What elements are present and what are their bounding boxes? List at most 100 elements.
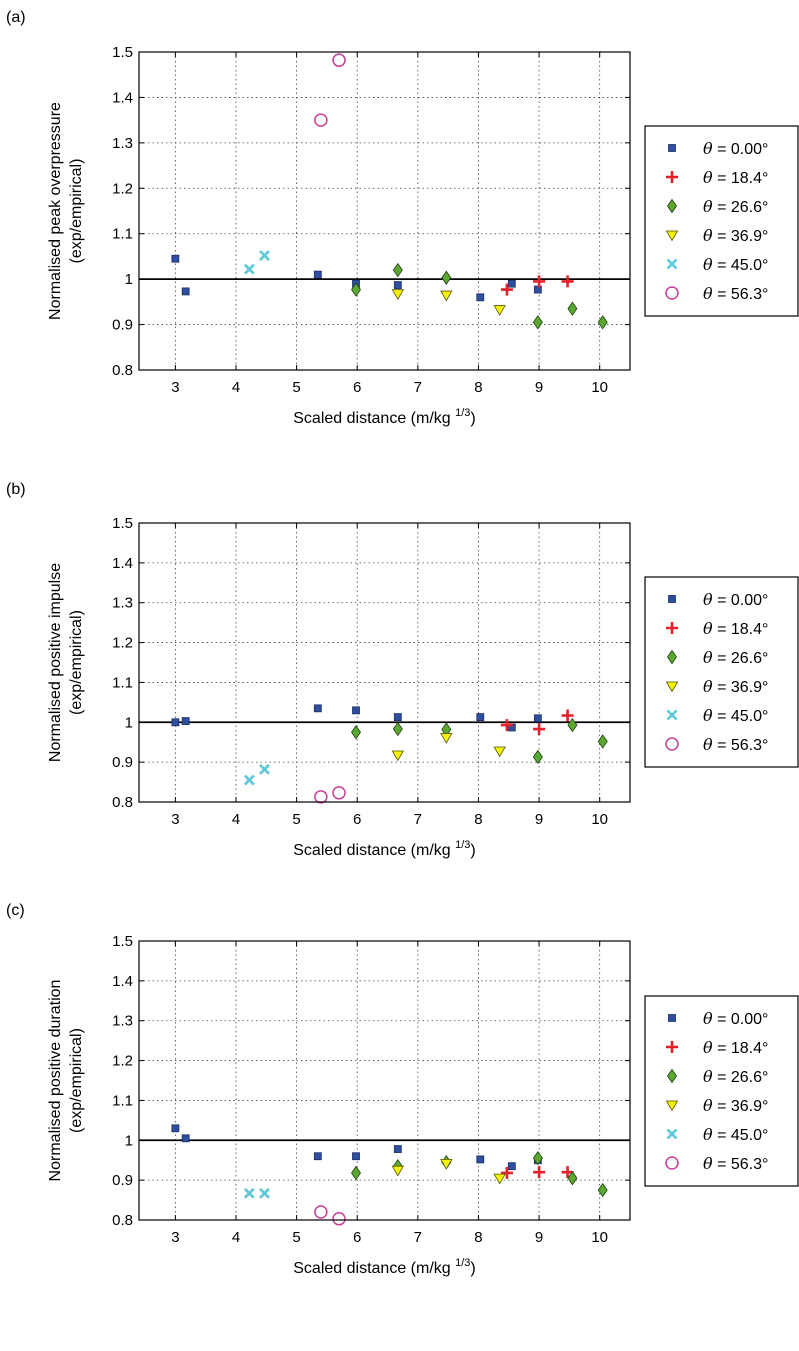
- data-point: [533, 1166, 546, 1179]
- y-tick-label: 1.3: [112, 135, 133, 152]
- series-2: [351, 262, 608, 330]
- x-tick-label: 8: [474, 1229, 482, 1246]
- data-point: [440, 733, 453, 744]
- data-point: [171, 254, 180, 263]
- legend-marker: [667, 198, 677, 214]
- legend-label-value: = 18.4°: [713, 621, 769, 638]
- legend-marker: [665, 230, 679, 242]
- series-5: [314, 786, 346, 804]
- legend-label-symbol: θ: [703, 648, 713, 667]
- legend-label-value: = 45.0°: [713, 257, 769, 274]
- legend-label-value: = 0.00°: [713, 141, 769, 158]
- y-tick-label: 1.5: [112, 44, 133, 61]
- x-axis-label-sup: 1/3: [455, 1257, 470, 1269]
- y-tick-label: 1.2: [112, 180, 133, 197]
- plot-frame: [138, 940, 631, 1221]
- data-point: [181, 287, 190, 296]
- x-tick-label: 4: [232, 1229, 240, 1246]
- legend-box: [644, 125, 799, 317]
- legend-marker: [667, 1068, 677, 1084]
- series-3: [391, 1159, 506, 1185]
- y-tick-label: 0.8: [112, 1212, 133, 1229]
- y-tick-label: 1.2: [112, 1053, 133, 1070]
- x-tick-label: 6: [353, 379, 361, 396]
- data-point: [533, 723, 546, 736]
- legend-marker: [666, 1128, 678, 1140]
- legend-label-symbol: θ: [703, 255, 713, 274]
- series-4: [243, 250, 270, 275]
- data-point: [567, 1170, 578, 1186]
- y-tick-label: 1.4: [112, 89, 133, 106]
- data-point: [259, 1187, 270, 1199]
- series-1: [500, 709, 574, 736]
- data-point: [391, 750, 405, 762]
- legend-label: θ = 18.4°: [703, 619, 768, 638]
- panel-c: (c) 3 4 5 6 7 8 9 10 0.8 0.9 1 1.1 1.2 1.3 1.4 1.5 Scaled…: [6, 902, 799, 1277]
- y-tick-label: 0.9: [112, 317, 133, 334]
- x-tick-label: 3: [171, 379, 179, 396]
- data-point: [507, 1162, 516, 1171]
- legend-label-symbol: θ: [703, 1096, 713, 1115]
- legend-label-symbol: θ: [703, 735, 713, 754]
- legend-marker: [665, 1100, 679, 1112]
- data-point: [597, 734, 608, 749]
- data-point: [493, 746, 506, 758]
- series-4: [243, 763, 270, 786]
- data-point: [393, 281, 402, 289]
- x-tick-label: 5: [292, 1229, 300, 1246]
- plot-area: [139, 941, 630, 1220]
- data-point: [313, 1152, 322, 1161]
- data-point: [313, 270, 322, 279]
- y-axis-label-line1: Normalised positive duration: [47, 980, 64, 1182]
- data-point: [532, 315, 543, 330]
- legend: θ = 0.00°θ = 18.4°θ = 26.6°θ = 36.9°θ = …: [644, 995, 799, 1187]
- legend-label-value: = 56.3°: [713, 286, 769, 303]
- x-tick-label: 9: [535, 1229, 543, 1246]
- panel-label: (a): [6, 9, 26, 26]
- data-point: [392, 721, 403, 737]
- data-point: [393, 713, 402, 722]
- series-3: [391, 289, 506, 316]
- y-tick-label: 1.4: [112, 973, 133, 990]
- legend-label-value: = 26.6°: [713, 650, 769, 667]
- legend-label-value: = 0.00°: [713, 592, 769, 609]
- series-5: [314, 1205, 346, 1226]
- panel-b: (b) 3 4 5 6 7 8 9 10 0.8 0.9 1 1.1 1.2 1.3 1.4 1.5 Scaled…: [6, 481, 799, 859]
- data-point: [181, 717, 190, 725]
- data-point: [332, 786, 346, 800]
- data-point: [597, 315, 608, 330]
- legend-label-symbol: θ: [703, 139, 713, 158]
- series-3: [391, 733, 506, 762]
- x-tick-label: 7: [414, 1229, 422, 1246]
- data-point: [332, 1212, 346, 1226]
- legend-label-symbol: θ: [703, 1009, 713, 1028]
- data-point: [440, 290, 453, 302]
- y-tick-label: 1.3: [112, 1013, 133, 1030]
- series-2: [351, 717, 608, 765]
- legend: θ = 0.00°θ = 18.4°θ = 26.6°θ = 36.9°θ = …: [644, 576, 799, 768]
- legend-label: θ = 45.0°: [703, 706, 768, 725]
- legend-label: θ = 36.9°: [703, 677, 768, 696]
- data-point: [441, 270, 452, 285]
- data-point: [351, 725, 361, 740]
- data-point: [259, 763, 270, 775]
- legend-label: θ = 0.00°: [703, 590, 768, 609]
- x-axis-label-sup: 1/3: [455, 407, 470, 419]
- data-point: [259, 250, 270, 261]
- legend-label-symbol: θ: [703, 197, 713, 216]
- legend-label: θ = 56.3°: [703, 735, 768, 754]
- y-tick-label: 1.1: [112, 226, 133, 243]
- series-0: [171, 704, 542, 732]
- x-tick-label: 4: [232, 379, 240, 396]
- legend-label-symbol: θ: [703, 1125, 713, 1144]
- data-point: [314, 113, 328, 127]
- data-point: [393, 1145, 402, 1153]
- data-point: [500, 283, 513, 296]
- legend-marker: [665, 1156, 679, 1170]
- x-tick-label: 3: [171, 811, 179, 828]
- x-axis-label-sup: 1/3: [455, 839, 470, 851]
- legend-label-value: = 36.9°: [713, 228, 769, 245]
- data-point: [171, 1124, 180, 1133]
- data-point: [500, 719, 513, 732]
- y-tick-label: 1.5: [112, 933, 133, 950]
